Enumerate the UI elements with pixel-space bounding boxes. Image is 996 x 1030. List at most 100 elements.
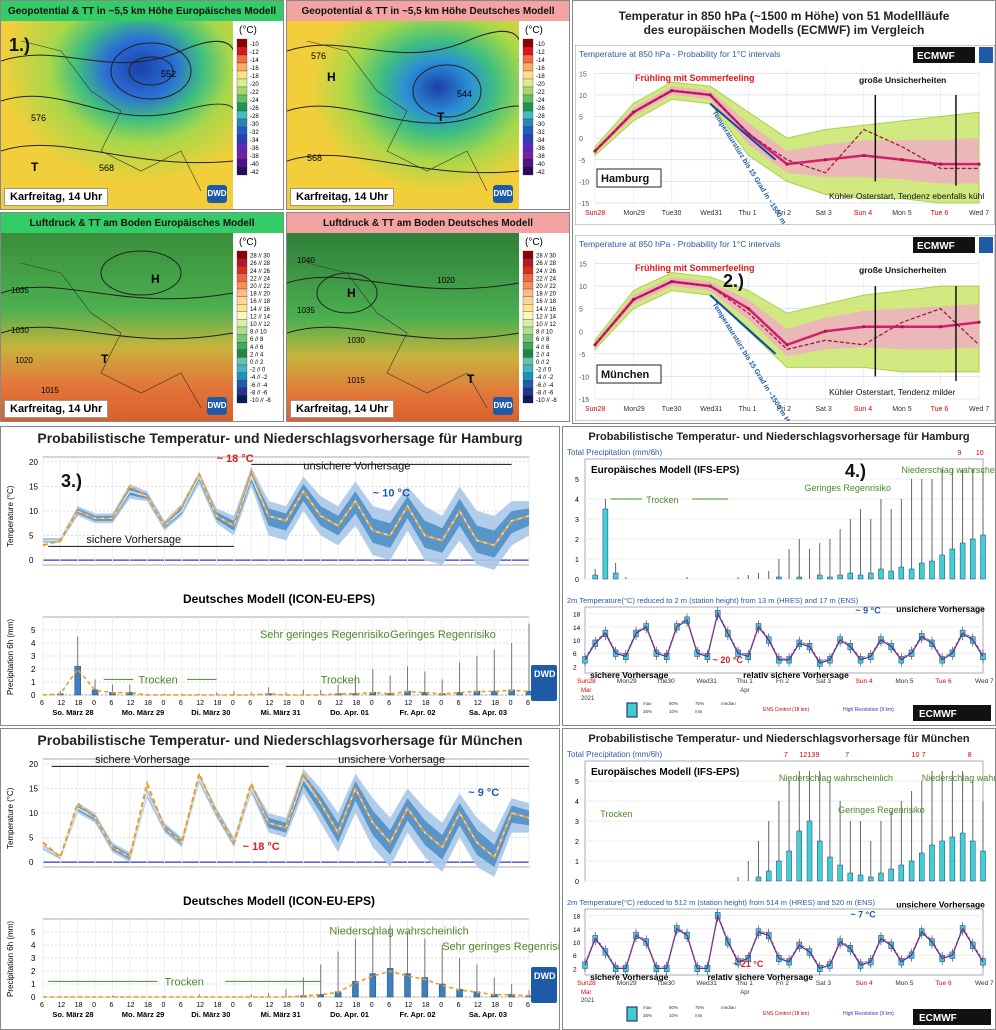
map-panel-3: Luftdruck & TT am Boden Europäisches Mod… bbox=[0, 212, 284, 422]
contour-label: 1020 bbox=[15, 356, 33, 365]
map-caption: Karfreitag, 14 Uhr bbox=[4, 400, 109, 418]
prec-box bbox=[857, 574, 864, 580]
colorbar-tick: -28 bbox=[536, 114, 545, 120]
legend-label: ENS Control (18 km) bbox=[763, 1011, 809, 1017]
prec-box bbox=[817, 574, 823, 580]
prec-label: Sehr geringes Regenrisiko bbox=[442, 941, 559, 953]
top-number: 7 bbox=[922, 752, 926, 759]
colorbar-tick: -18 bbox=[536, 74, 545, 80]
y-tick: 4 bbox=[31, 639, 36, 648]
data-point bbox=[670, 89, 674, 93]
colorbar-unit: (°C) bbox=[525, 237, 543, 248]
y-tick: 1 bbox=[31, 980, 36, 989]
colorbar-swatch bbox=[522, 62, 534, 72]
x-tick-hour: 0 bbox=[370, 700, 374, 707]
contour-label: 1035 bbox=[11, 286, 29, 295]
colorbar-swatch bbox=[522, 38, 534, 48]
colorbar-swatch bbox=[522, 70, 534, 80]
colorbar-swatch bbox=[236, 380, 248, 388]
colorbar-swatch bbox=[522, 387, 534, 396]
data-point bbox=[939, 325, 943, 329]
prec-box bbox=[898, 864, 905, 882]
y-tick: 15 bbox=[579, 71, 587, 78]
colorbar-swatch bbox=[236, 70, 248, 80]
colorbar-tick: 22 // 24 bbox=[250, 276, 271, 282]
prec-label: Sehr geringes Regenrisiko bbox=[260, 629, 390, 641]
x-tick: Thu 1 bbox=[739, 406, 757, 413]
colorbar-tick: -32 bbox=[536, 130, 545, 136]
x-tick: Sat 3 bbox=[815, 406, 831, 413]
prec-box bbox=[765, 870, 772, 882]
annotation-max: ~ 21 °C bbox=[733, 959, 764, 969]
ens850-hamburg-chart: Temperature at 850 hPa - Probability for… bbox=[575, 45, 995, 225]
x-tick: Sun 4 bbox=[856, 678, 873, 685]
y-tick: 15 bbox=[29, 482, 38, 491]
city-box bbox=[596, 168, 662, 188]
legend-label: median bbox=[721, 701, 736, 706]
data-point bbox=[823, 158, 827, 162]
ecmwf-badge bbox=[979, 47, 993, 63]
city-name: Hamburg bbox=[601, 173, 649, 185]
colorbar-swatch bbox=[236, 126, 248, 136]
y-tick: 4 bbox=[575, 799, 579, 806]
colorbar-tick: 20 // 22 bbox=[536, 284, 557, 290]
prec-box bbox=[837, 574, 843, 580]
annotation-max: ~ 20 °C bbox=[713, 655, 744, 665]
x-tick-hour: 6 bbox=[40, 700, 44, 707]
x-tick-hour: 6 bbox=[526, 1002, 530, 1009]
dwd-muenchen-title: Probabilistische Temperatur- und Nieders… bbox=[37, 732, 523, 748]
annotation-unsure: unsichere Vorhersage bbox=[303, 460, 410, 472]
prec-box bbox=[888, 868, 894, 882]
data-point bbox=[862, 153, 866, 158]
y-tick: -15 bbox=[579, 201, 589, 208]
colorbar-swatch bbox=[236, 118, 248, 128]
annotation-unsure: unsichere Vorhersage bbox=[896, 604, 985, 614]
colorbar-swatch bbox=[236, 46, 248, 56]
colorbar-tick: 22 // 24 bbox=[536, 276, 557, 282]
city-box bbox=[596, 364, 662, 384]
prec-box bbox=[908, 860, 915, 882]
prec-box bbox=[776, 860, 782, 882]
colorbar-swatch bbox=[522, 326, 534, 335]
month-label: Mar bbox=[581, 688, 591, 694]
prec-box bbox=[970, 538, 976, 580]
legend-label: ENS Control (18 km) bbox=[763, 707, 809, 713]
ec-hamburg-title: Probabilistische Temperatur- und Nieders… bbox=[588, 431, 970, 443]
colorbar-tick: -32 bbox=[250, 130, 259, 136]
y-tick: 3 bbox=[575, 517, 579, 524]
top-number: 13 bbox=[807, 752, 815, 759]
colorbar-tick: -10 // -8 bbox=[536, 398, 557, 404]
y-tick: 2 bbox=[575, 839, 579, 846]
y-tick: 0 bbox=[31, 993, 36, 1002]
colorbar-swatch bbox=[236, 395, 248, 404]
y-tick: 2 bbox=[31, 967, 36, 976]
month-label: 2021 bbox=[581, 998, 595, 1004]
y-tick: 0 bbox=[29, 858, 34, 867]
colorbar-swatch bbox=[522, 102, 534, 112]
y-axis-label: Temperature (°C) bbox=[6, 787, 15, 849]
colorbar-tick: 28 // 30 bbox=[536, 254, 557, 260]
series-line-hres bbox=[584, 611, 984, 664]
colorbar-tick: -4 // -2 bbox=[250, 375, 268, 381]
x-tick-hour: 12 bbox=[405, 700, 413, 707]
colorbar-swatch bbox=[522, 134, 534, 144]
colorbar-tick: 4 // 6 bbox=[250, 345, 264, 351]
prec-box bbox=[404, 973, 411, 998]
prec-box bbox=[980, 534, 986, 580]
y-tick: 10 bbox=[29, 507, 38, 516]
x-tick: Sat 3 bbox=[816, 980, 832, 987]
x-tick: Sun28 bbox=[585, 406, 605, 413]
colorbar-tick: -14 bbox=[536, 58, 545, 64]
x-tick-hour: 6 bbox=[248, 700, 252, 707]
x-tick-hour: 0 bbox=[509, 1002, 513, 1009]
band-outer bbox=[43, 768, 529, 877]
x-tick-day: Fr. Apr. 02 bbox=[400, 708, 436, 717]
prec-box bbox=[796, 576, 803, 580]
x-tick-hour: 12 bbox=[266, 1002, 274, 1009]
band-inner bbox=[43, 471, 529, 558]
x-tick-day: Di. März 30 bbox=[191, 1010, 230, 1019]
x-tick-day: So. März 28 bbox=[52, 708, 93, 717]
colorbar-swatch bbox=[522, 54, 534, 64]
y-tick: 10 bbox=[573, 638, 581, 645]
dwd-logo: DWD bbox=[493, 397, 513, 415]
